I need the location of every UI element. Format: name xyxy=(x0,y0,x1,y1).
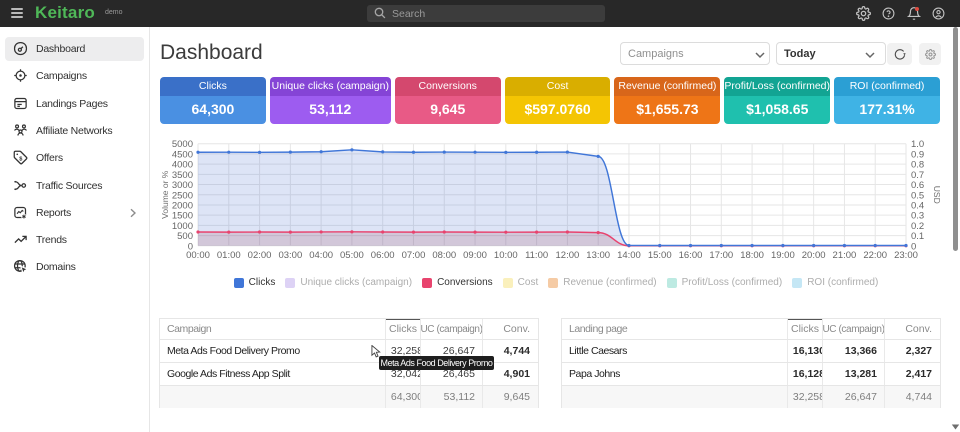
svg-text:15:00: 15:00 xyxy=(648,250,672,261)
svg-text:$: $ xyxy=(19,156,23,162)
svg-text:USD: USD xyxy=(932,186,942,204)
svg-text:01:00: 01:00 xyxy=(217,250,241,261)
svg-text:02:00: 02:00 xyxy=(248,250,272,261)
svg-text:00:00: 00:00 xyxy=(186,250,210,261)
svg-text:5000: 5000 xyxy=(172,139,193,150)
svg-text:0.2: 0.2 xyxy=(911,221,924,232)
svg-text:06:00: 06:00 xyxy=(371,250,395,261)
svg-text:19:00: 19:00 xyxy=(771,250,795,261)
svg-text:500: 500 xyxy=(177,231,193,242)
svg-text:1.0: 1.0 xyxy=(911,139,924,150)
svg-text:Volume or %: Volume or % xyxy=(160,170,170,219)
svg-text:0.7: 0.7 xyxy=(911,170,924,181)
svg-text:21:00: 21:00 xyxy=(833,250,857,261)
svg-text:13:00: 13:00 xyxy=(586,250,610,261)
svg-text:04:00: 04:00 xyxy=(309,250,333,261)
svg-text:03:00: 03:00 xyxy=(278,250,302,261)
svg-text:20:00: 20:00 xyxy=(802,250,826,261)
svg-text:0.8: 0.8 xyxy=(911,160,924,171)
svg-text:3500: 3500 xyxy=(172,170,193,181)
svg-text:23:00: 23:00 xyxy=(894,250,918,261)
svg-text:1500: 1500 xyxy=(172,211,193,222)
svg-text:08:00: 08:00 xyxy=(432,250,456,261)
svg-text:2000: 2000 xyxy=(172,200,193,211)
svg-text:0.5: 0.5 xyxy=(911,190,924,201)
svg-text:0.9: 0.9 xyxy=(911,149,924,160)
svg-text:12:00: 12:00 xyxy=(556,250,580,261)
svg-text:1000: 1000 xyxy=(172,221,193,232)
svg-text:17:00: 17:00 xyxy=(709,250,733,261)
svg-text:0: 0 xyxy=(188,241,193,252)
svg-text:18:00: 18:00 xyxy=(740,250,764,261)
svg-text:14:00: 14:00 xyxy=(617,250,641,261)
svg-text:22:00: 22:00 xyxy=(863,250,887,261)
svg-text:4000: 4000 xyxy=(172,160,193,171)
svg-text:11:00: 11:00 xyxy=(525,250,548,261)
svg-text:4500: 4500 xyxy=(172,149,193,160)
svg-text:09:00: 09:00 xyxy=(463,250,487,261)
svg-text:16:00: 16:00 xyxy=(679,250,703,261)
svg-text:07:00: 07:00 xyxy=(402,250,426,261)
svg-text:0.1: 0.1 xyxy=(911,231,924,242)
svg-text:10:00: 10:00 xyxy=(494,250,518,261)
svg-text:0: 0 xyxy=(911,241,916,252)
svg-text:3000: 3000 xyxy=(172,180,193,191)
svg-text:0.4: 0.4 xyxy=(911,200,924,211)
svg-text:0.3: 0.3 xyxy=(911,211,924,222)
svg-text:05:00: 05:00 xyxy=(340,250,364,261)
svg-text:2500: 2500 xyxy=(172,190,193,201)
svg-text:0.6: 0.6 xyxy=(911,180,924,191)
